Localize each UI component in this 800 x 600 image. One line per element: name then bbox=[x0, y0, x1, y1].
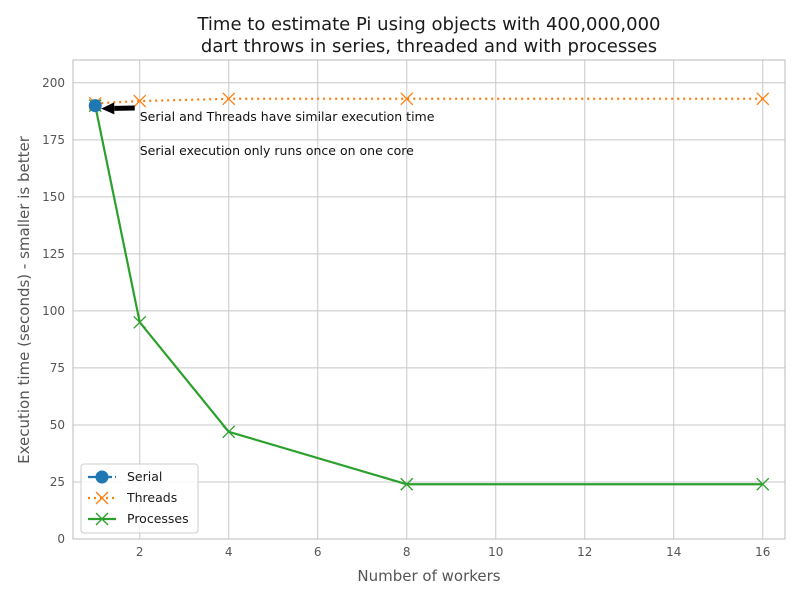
y-tick-label: 0 bbox=[57, 532, 65, 546]
data-point bbox=[222, 92, 236, 106]
legend-marker bbox=[95, 512, 109, 526]
legend-entry-processes: Processes bbox=[88, 511, 189, 526]
legend-box bbox=[80, 463, 199, 534]
y-tick-label: 75 bbox=[50, 361, 65, 375]
y-tick-label: 200 bbox=[42, 76, 65, 90]
grid bbox=[73, 60, 785, 540]
data-point bbox=[133, 315, 147, 329]
legend-label: Serial bbox=[127, 469, 162, 484]
legend-label: Threads bbox=[126, 490, 177, 505]
y-axis-label: Execution time (seconds) - smaller is be… bbox=[15, 135, 33, 464]
data-point bbox=[400, 477, 414, 491]
series-threads bbox=[88, 92, 770, 110]
legend: Serial Threads Processes bbox=[80, 463, 199, 534]
x-tick-label: 4 bbox=[225, 545, 233, 559]
legend-marker bbox=[95, 491, 109, 505]
chart-title-line-2: dart throws in series, threaded and with… bbox=[201, 36, 657, 57]
data-point bbox=[400, 92, 414, 106]
plot-frame bbox=[72, 59, 786, 540]
legend-marker bbox=[95, 470, 109, 484]
annotations: Serial and Threads have similar executio… bbox=[101, 102, 435, 158]
x-tick-label: 2 bbox=[136, 545, 144, 559]
x-tick-label: 6 bbox=[314, 545, 322, 559]
data-point bbox=[756, 92, 770, 106]
legend-entry-threads: Threads bbox=[88, 490, 177, 505]
series-processes bbox=[88, 99, 770, 491]
x-tick-label: 14 bbox=[666, 545, 681, 559]
annotation-text: Serial execution only runs once on one c… bbox=[140, 143, 414, 158]
data-point bbox=[756, 477, 770, 491]
x-tick-label: 10 bbox=[488, 545, 503, 559]
x-tick-label: 12 bbox=[577, 545, 592, 559]
y-tick-label: 25 bbox=[50, 475, 65, 489]
legend-entry-serial: Serial bbox=[88, 469, 162, 484]
y-tick-label: 125 bbox=[42, 247, 65, 261]
data-point bbox=[133, 94, 147, 108]
annotation-text: Serial and Threads have similar executio… bbox=[140, 109, 435, 124]
series-line bbox=[94, 105, 763, 486]
x-tick-label: 8 bbox=[403, 545, 411, 559]
legend-label: Processes bbox=[127, 511, 189, 526]
tick-labels: 2 4 6 8 10 12 14 16 0 25 50 75 100 125 150 175 200 bbox=[42, 76, 770, 559]
series-line bbox=[95, 97, 763, 105]
series-serial bbox=[88, 99, 102, 113]
y-tick-label: 50 bbox=[50, 418, 65, 432]
data-point bbox=[222, 425, 236, 439]
annotation-arrow bbox=[101, 102, 135, 115]
y-tick-label: 175 bbox=[42, 133, 65, 147]
y-tick-label: 100 bbox=[42, 304, 65, 318]
y-tick-label: 150 bbox=[42, 190, 65, 204]
chart-title-line-1: Time to estimate Pi using objects with 4… bbox=[196, 14, 660, 35]
data-point bbox=[88, 99, 102, 113]
x-tick-label: 16 bbox=[755, 545, 770, 559]
x-axis-label: Number of workers bbox=[357, 567, 500, 585]
series bbox=[88, 92, 770, 491]
